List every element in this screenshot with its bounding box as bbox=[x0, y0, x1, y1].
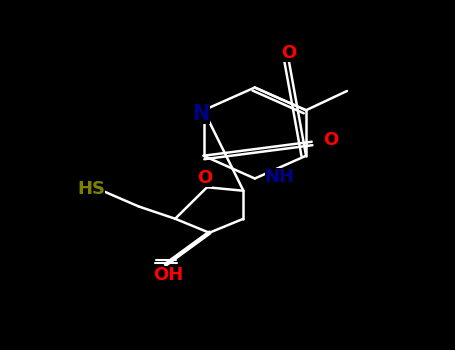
Text: OH: OH bbox=[153, 266, 183, 284]
Text: O: O bbox=[197, 169, 212, 188]
Text: NH: NH bbox=[265, 168, 295, 186]
Text: O: O bbox=[323, 131, 339, 149]
Text: O: O bbox=[281, 43, 297, 62]
Text: HS: HS bbox=[77, 180, 105, 198]
Text: N: N bbox=[192, 104, 210, 124]
